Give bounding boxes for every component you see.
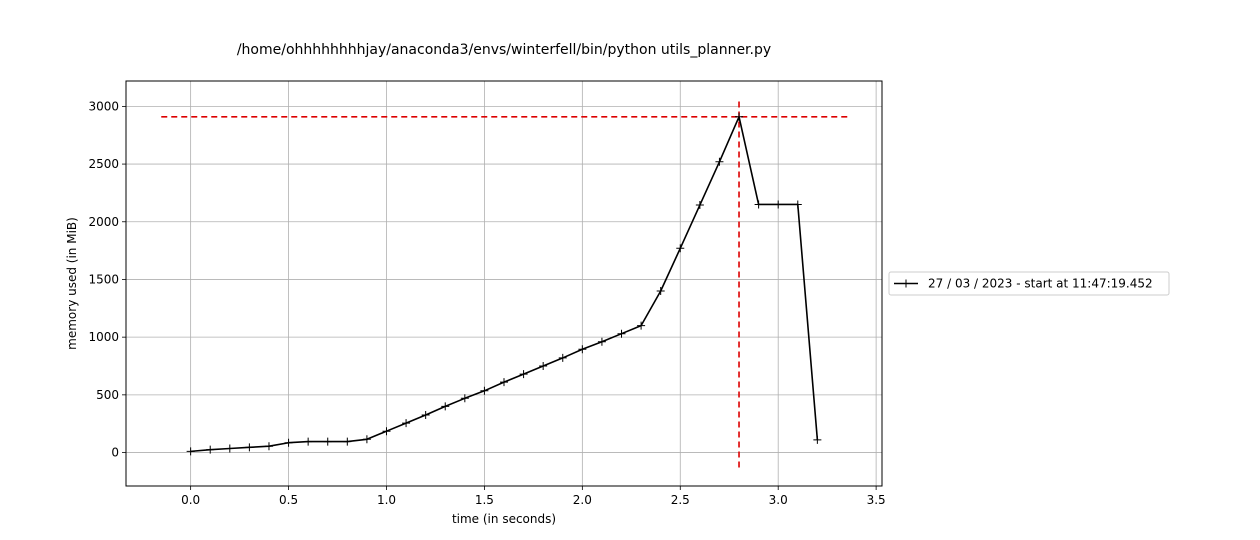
data-point-marker xyxy=(813,435,822,444)
data-point-marker xyxy=(617,329,626,338)
data-point-marker xyxy=(186,447,195,456)
data-point-marker xyxy=(225,444,234,453)
data-point-marker xyxy=(402,419,411,428)
data-point-marker xyxy=(754,200,763,209)
x-tick-label: 3.5 xyxy=(867,493,886,507)
y-tick-label: 2500 xyxy=(88,157,119,171)
y-tick-label: 3000 xyxy=(88,99,119,113)
x-axis-label: time (in seconds) xyxy=(452,512,556,526)
data-point-marker xyxy=(539,362,548,370)
x-axis-ticks: 0.0 0.5 1.0 1.5 2.0 2.5 3.0 3.5 xyxy=(181,486,886,507)
data-point-marker xyxy=(656,287,665,295)
data-point-marker xyxy=(480,386,489,395)
series-line xyxy=(190,115,819,453)
data-point-marker xyxy=(460,394,469,403)
x-tick-label: 2.0 xyxy=(573,493,592,507)
data-point-marker xyxy=(421,411,430,420)
data-point-marker xyxy=(519,370,528,379)
y-tick-label: 1500 xyxy=(88,272,119,286)
data-point-marker xyxy=(597,337,606,346)
data-point-marker xyxy=(637,321,646,330)
data-point-marker xyxy=(206,445,215,454)
data-point-marker xyxy=(695,201,704,210)
data-point-marker xyxy=(715,157,724,166)
x-tick-label: 0.5 xyxy=(279,493,298,507)
data-point-marker xyxy=(793,200,802,209)
x-tick-label: 2.5 xyxy=(671,493,690,507)
data-point-marker xyxy=(343,437,352,446)
data-point-marker xyxy=(304,437,313,446)
y-tick-label: 500 xyxy=(96,388,119,402)
legend-plus-marker xyxy=(902,279,910,288)
x-tick-label: 1.0 xyxy=(377,493,396,507)
x-tick-label: 1.5 xyxy=(475,493,494,507)
data-point-marker xyxy=(284,438,293,447)
legend: 27 / 03 / 2023 - start at 11:47:19.452 xyxy=(888,271,1170,296)
plot-area-frame xyxy=(125,80,883,487)
chart-title: /home/ohhhhhhhhjay/anaconda3/envs/winter… xyxy=(237,42,771,58)
legend-entry-label: 27 / 03 / 2023 - start at 11:47:19.452 xyxy=(928,277,1153,291)
legend-box xyxy=(888,271,1170,296)
data-point-marker xyxy=(774,200,783,209)
y-tick-label: 1000 xyxy=(88,330,119,344)
grid-lines xyxy=(126,81,882,486)
data-point-marker xyxy=(362,435,371,444)
data-point-marker xyxy=(382,427,391,436)
x-tick-label: 0.0 xyxy=(181,493,200,507)
data-point-marker xyxy=(735,112,744,121)
data-point-marker xyxy=(676,244,685,253)
data-point-marker xyxy=(500,378,508,387)
x-tick-label: 3.0 xyxy=(769,493,788,507)
data-point-marker xyxy=(441,402,450,411)
series-lines xyxy=(186,112,822,456)
data-point-marker xyxy=(245,443,254,452)
y-tick-label: 0 xyxy=(111,446,119,460)
data-point-marker xyxy=(558,353,567,362)
data-point-marker xyxy=(323,437,332,446)
y-axis-label: memory used (in MiB) xyxy=(65,217,79,350)
y-tick-label: 2000 xyxy=(88,215,119,229)
y-axis-ticks: 0 500 1000 1500 2000 2500 3000 xyxy=(88,99,126,460)
data-point-marker xyxy=(578,345,587,354)
data-point-marker xyxy=(264,442,273,451)
